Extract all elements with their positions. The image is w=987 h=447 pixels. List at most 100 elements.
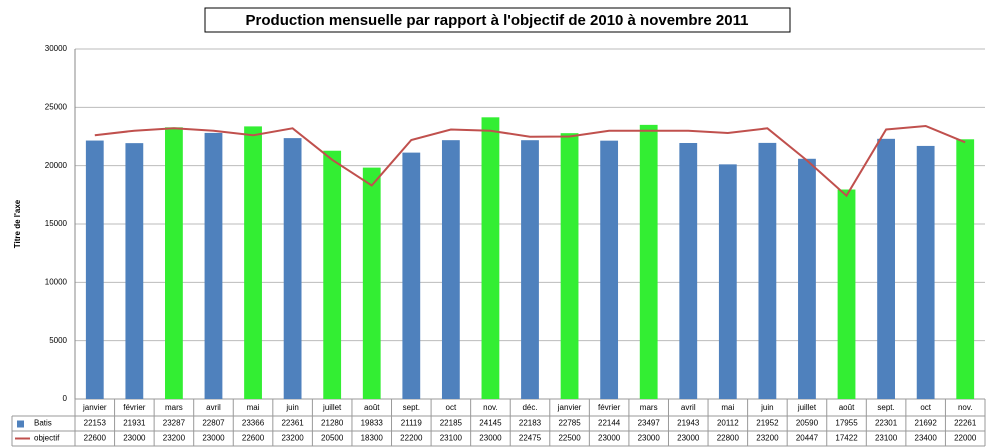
y-axis-label: Titre de l'axe bbox=[13, 199, 22, 248]
x-tick-label: février bbox=[123, 403, 146, 412]
table-value: 22475 bbox=[519, 434, 542, 443]
table-value: 23200 bbox=[163, 434, 186, 443]
x-tick-label: sept. bbox=[877, 403, 894, 412]
line bbox=[94, 124, 966, 198]
bar bbox=[521, 140, 539, 399]
table-value: 22800 bbox=[717, 434, 740, 443]
table-value: 17422 bbox=[835, 434, 858, 443]
bar bbox=[758, 142, 777, 400]
y-tick-label: 20000 bbox=[45, 161, 68, 170]
bar bbox=[600, 140, 619, 400]
table-value: 23000 bbox=[479, 434, 502, 443]
table-value: 23366 bbox=[242, 419, 265, 428]
table-value: 20112 bbox=[717, 419, 739, 428]
table-value: 22200 bbox=[400, 434, 423, 443]
bar bbox=[481, 117, 500, 399]
chart-title: Production mensuelle par rapport à l'obj… bbox=[246, 12, 749, 29]
x-tick-label: juin bbox=[760, 403, 773, 412]
table-value: 23000 bbox=[677, 434, 700, 443]
x-tick-label: février bbox=[598, 403, 621, 412]
bar bbox=[283, 138, 302, 399]
bar bbox=[916, 145, 935, 399]
table-value: 20447 bbox=[796, 434, 819, 443]
table-value: 18300 bbox=[361, 434, 384, 443]
x-tick-label: déc. bbox=[522, 403, 537, 412]
y-tick-label: 30000 bbox=[45, 44, 68, 53]
table-value: 23000 bbox=[638, 434, 661, 443]
table-value: 23287 bbox=[163, 419, 186, 428]
bar bbox=[165, 127, 183, 400]
table-value: 23200 bbox=[281, 434, 304, 443]
x-tick-label: juillet bbox=[797, 403, 817, 412]
table-value: 22807 bbox=[202, 419, 225, 428]
bar bbox=[956, 139, 975, 399]
x-tick-label: sept. bbox=[403, 403, 420, 412]
table-value: 22500 bbox=[558, 434, 581, 443]
table-value: 23100 bbox=[440, 434, 463, 443]
x-tick-label: janvier bbox=[557, 403, 582, 412]
x-tick-label: oct bbox=[446, 403, 457, 412]
bar bbox=[204, 132, 223, 399]
title-box bbox=[204, 7, 791, 33]
table-value: 20590 bbox=[796, 419, 819, 428]
table-value: 23200 bbox=[756, 434, 779, 443]
table-value: 22785 bbox=[558, 419, 581, 428]
y-tick-label: 25000 bbox=[45, 102, 68, 111]
x-tick-label: mars bbox=[165, 403, 183, 412]
bar bbox=[402, 152, 421, 399]
x-tick-label: nov. bbox=[958, 403, 973, 412]
bar bbox=[679, 142, 698, 399]
x-tick-label: mars bbox=[640, 403, 658, 412]
bar bbox=[837, 189, 856, 399]
bar bbox=[323, 150, 342, 399]
table-value: 22153 bbox=[84, 419, 107, 428]
table-value: 17955 bbox=[835, 419, 858, 428]
table-value: 22361 bbox=[281, 419, 304, 428]
table-value: 22261 bbox=[954, 419, 977, 428]
x-tick-label: janvier bbox=[82, 403, 107, 412]
table-value: 22600 bbox=[242, 434, 265, 443]
bar bbox=[362, 167, 381, 399]
x-tick-label: avril bbox=[206, 403, 221, 412]
table-value: 22183 bbox=[519, 419, 542, 428]
x-tick-label: oct bbox=[920, 403, 931, 412]
table-value: 23400 bbox=[915, 434, 938, 443]
table-value: 21692 bbox=[915, 419, 938, 428]
legend-key bbox=[17, 420, 24, 428]
table-value: 21952 bbox=[756, 419, 779, 428]
bar bbox=[877, 138, 895, 400]
y-tick-label: 0 bbox=[63, 394, 68, 403]
x-tick-label: mai bbox=[721, 403, 734, 412]
bar bbox=[125, 143, 144, 399]
bar bbox=[639, 124, 658, 399]
legend-label: objectif bbox=[34, 434, 60, 443]
x-tick-label: juillet bbox=[322, 403, 342, 412]
bar bbox=[560, 133, 579, 400]
x-tick-label: avril bbox=[681, 403, 696, 412]
bar bbox=[85, 140, 104, 399]
x-tick-label: août bbox=[839, 403, 855, 412]
table-value: 23000 bbox=[202, 434, 225, 443]
bar bbox=[244, 126, 262, 399]
table-value: 22600 bbox=[84, 434, 107, 443]
table-value: 21931 bbox=[123, 419, 146, 428]
table-value: 23000 bbox=[123, 434, 146, 443]
bar bbox=[441, 140, 460, 400]
table-value: 21119 bbox=[401, 419, 423, 428]
bar bbox=[718, 164, 737, 399]
y-tick-label: 5000 bbox=[49, 336, 67, 345]
y-tick-label: 15000 bbox=[45, 219, 68, 228]
x-tick-label: nov. bbox=[483, 403, 498, 412]
x-tick-label: août bbox=[364, 403, 380, 412]
x-tick-label: juin bbox=[285, 403, 298, 412]
table-value: 24145 bbox=[479, 419, 502, 428]
table-value: 22000 bbox=[954, 434, 977, 443]
legend-label: Batis bbox=[34, 419, 52, 428]
table-value: 22144 bbox=[598, 419, 621, 428]
table-value: 23100 bbox=[875, 434, 898, 443]
y-tick-label: 10000 bbox=[45, 277, 68, 286]
table-value: 22301 bbox=[875, 419, 898, 428]
table-value: 21280 bbox=[321, 419, 344, 428]
x-tick-label: mai bbox=[247, 403, 260, 412]
